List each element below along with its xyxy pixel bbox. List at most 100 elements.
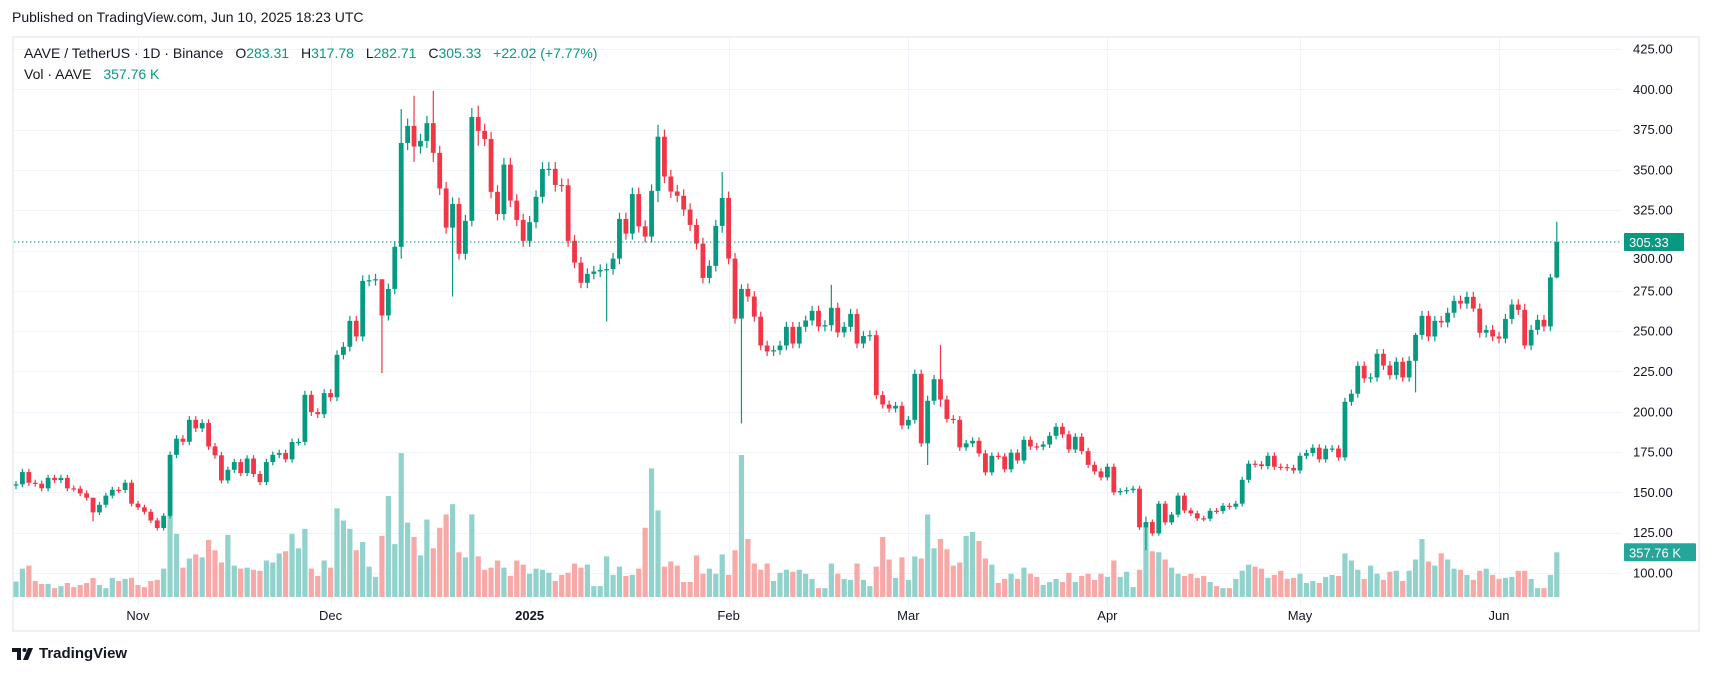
candle-up[interactable]	[867, 335, 873, 337]
candle-up[interactable]	[597, 269, 603, 272]
candle-down[interactable]	[918, 373, 924, 444]
candle-down[interactable]	[726, 197, 732, 259]
candle-down[interactable]	[116, 489, 122, 492]
candle-down[interactable]	[1316, 447, 1322, 460]
candle-up[interactable]	[1503, 318, 1508, 339]
candle-down[interactable]	[957, 419, 963, 448]
candle-down[interactable]	[886, 404, 892, 409]
candle-down[interactable]	[1477, 308, 1483, 333]
candle-down[interactable]	[578, 262, 584, 283]
candle-down[interactable]	[565, 185, 571, 241]
symbol-title[interactable]: AAVE / TetherUS · 1D · Binance	[24, 45, 224, 61]
candle-down[interactable]	[328, 393, 333, 398]
candle-up[interactable]	[366, 280, 372, 282]
candle-up[interactable]	[450, 203, 455, 228]
candle-up[interactable]	[1432, 320, 1438, 337]
candle-down[interactable]	[1226, 505, 1232, 507]
candle-up[interactable]	[1393, 361, 1399, 376]
candle-down[interactable]	[873, 335, 879, 396]
candle-up[interactable]	[334, 354, 340, 398]
candle-down[interactable]	[520, 219, 526, 241]
candle-up[interactable]	[841, 326, 847, 333]
candle-up[interactable]	[848, 313, 853, 327]
candle-down[interactable]	[751, 296, 757, 317]
candle-down[interactable]	[732, 258, 738, 319]
candle-down[interactable]	[700, 243, 706, 278]
candle-down[interactable]	[764, 345, 770, 352]
candle-up[interactable]	[771, 350, 776, 352]
volume-label[interactable]: Vol · AAVE	[24, 66, 92, 82]
candle-down[interactable]	[572, 240, 577, 263]
candle-down[interactable]	[983, 453, 988, 473]
candle-up[interactable]	[610, 258, 616, 270]
candle-up[interactable]	[1021, 439, 1027, 461]
candle-up[interactable]	[1117, 491, 1123, 493]
candle-up[interactable]	[385, 288, 391, 316]
candle-up[interactable]	[1323, 448, 1329, 460]
candle-up[interactable]	[1554, 241, 1560, 278]
candle-down[interactable]	[1291, 468, 1296, 471]
candle-up[interactable]	[739, 288, 744, 319]
candle-down[interactable]	[514, 200, 520, 220]
candle-up[interactable]	[501, 164, 507, 215]
candle-down[interactable]	[1252, 463, 1258, 465]
candle-down[interactable]	[1111, 466, 1117, 493]
candle-down[interactable]	[135, 503, 141, 508]
candle-down[interactable]	[443, 188, 449, 228]
candle-down[interactable]	[1137, 488, 1142, 528]
candle-up[interactable]	[1445, 312, 1451, 323]
candle-down[interactable]	[430, 123, 436, 153]
candle-down[interactable]	[1387, 365, 1393, 376]
candle-down[interactable]	[1015, 452, 1020, 461]
candle-up[interactable]	[109, 489, 115, 496]
candle-down[interactable]	[1361, 365, 1367, 379]
candle-down[interactable]	[1188, 510, 1194, 514]
candle-up[interactable]	[655, 136, 661, 191]
candle-up[interactable]	[1406, 360, 1412, 378]
candle-down[interactable]	[180, 438, 186, 442]
candle-down[interactable]	[1162, 503, 1168, 523]
candle-up[interactable]	[161, 515, 167, 529]
candle-down[interactable]	[251, 458, 256, 475]
candle-up[interactable]	[861, 335, 866, 344]
candle-down[interactable]	[1149, 522, 1155, 534]
candle-down[interactable]	[437, 152, 443, 189]
candle-down[interactable]	[1381, 353, 1386, 366]
candle-down[interactable]	[668, 176, 674, 192]
candle-down[interactable]	[559, 184, 565, 187]
candle-up[interactable]	[270, 454, 276, 463]
candle-down[interactable]	[758, 316, 764, 346]
candle-down[interactable]	[257, 474, 263, 483]
candle-up[interactable]	[174, 438, 179, 455]
candle-up[interactable]	[989, 455, 995, 473]
candle-down[interactable]	[379, 279, 385, 316]
candle-down[interactable]	[71, 488, 77, 490]
candle-down[interactable]	[1336, 448, 1341, 458]
candle-up[interactable]	[1310, 447, 1316, 454]
candle-up[interactable]	[828, 307, 834, 326]
candle-up[interactable]	[186, 419, 192, 442]
candle-up[interactable]	[1169, 514, 1174, 523]
candle-up[interactable]	[796, 326, 802, 344]
candle-down[interactable]	[1066, 434, 1072, 450]
candle-down[interactable]	[456, 203, 462, 254]
candle-up[interactable]	[1535, 319, 1540, 330]
candle-up[interactable]	[931, 379, 937, 401]
candle-down[interactable]	[1060, 426, 1065, 435]
candle-down[interactable]	[950, 418, 956, 421]
candle-down[interactable]	[1470, 296, 1476, 309]
candle-up[interactable]	[1053, 426, 1059, 436]
candle-up[interactable]	[1483, 329, 1489, 333]
candle-down[interactable]	[148, 511, 154, 521]
candle-up[interactable]	[360, 280, 366, 337]
candle-up[interactable]	[231, 462, 237, 470]
candle-down[interactable]	[662, 136, 667, 177]
candle-down[interactable]	[1438, 320, 1444, 323]
candle-up[interactable]	[1008, 452, 1014, 470]
candle-up[interactable]	[540, 168, 545, 197]
candle-up[interactable]	[1124, 490, 1130, 492]
candle-up[interactable]	[893, 405, 898, 409]
candle-up[interactable]	[1156, 503, 1162, 534]
candle-up[interactable]	[1374, 353, 1380, 378]
